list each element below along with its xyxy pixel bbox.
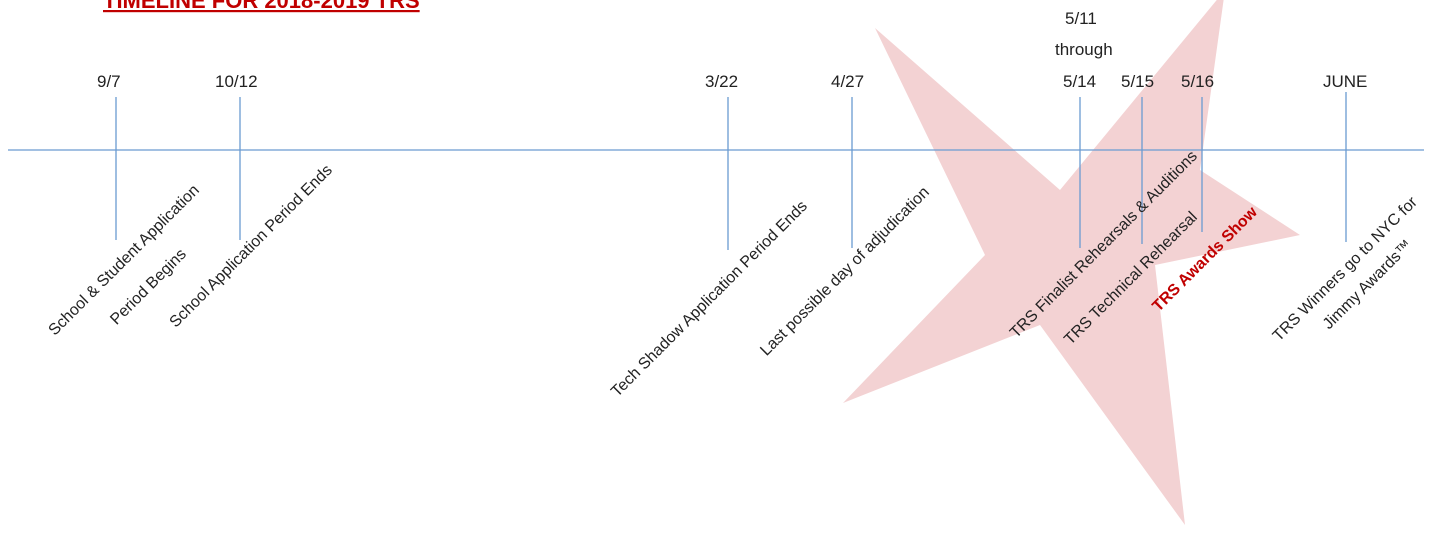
date-label: through <box>1055 40 1113 59</box>
date-label: 10/12 <box>215 72 258 91</box>
date-label: 5/14 <box>1063 72 1096 91</box>
date-label: 5/15 <box>1121 72 1154 91</box>
date-label: 5/11 <box>1065 9 1097 28</box>
star-background-shape <box>843 0 1300 525</box>
date-label: 4/27 <box>831 72 864 91</box>
date-label: 9/7 <box>97 72 121 91</box>
date-label: 5/16 <box>1181 72 1214 91</box>
event-label: Tech Shadow Application Period Ends <box>608 198 811 401</box>
timeline-title: TIMELINE FOR 2018-2019 TRS <box>103 0 420 13</box>
event-label: Last possible day of adjudication <box>757 184 933 360</box>
date-label: JUNE <box>1323 72 1367 91</box>
timeline-ticks <box>115 92 1347 250</box>
date-labels: 9/7 10/12 3/22 4/27 5/11 through 5/14 5/… <box>97 9 1367 91</box>
date-label: 3/22 <box>705 72 738 91</box>
